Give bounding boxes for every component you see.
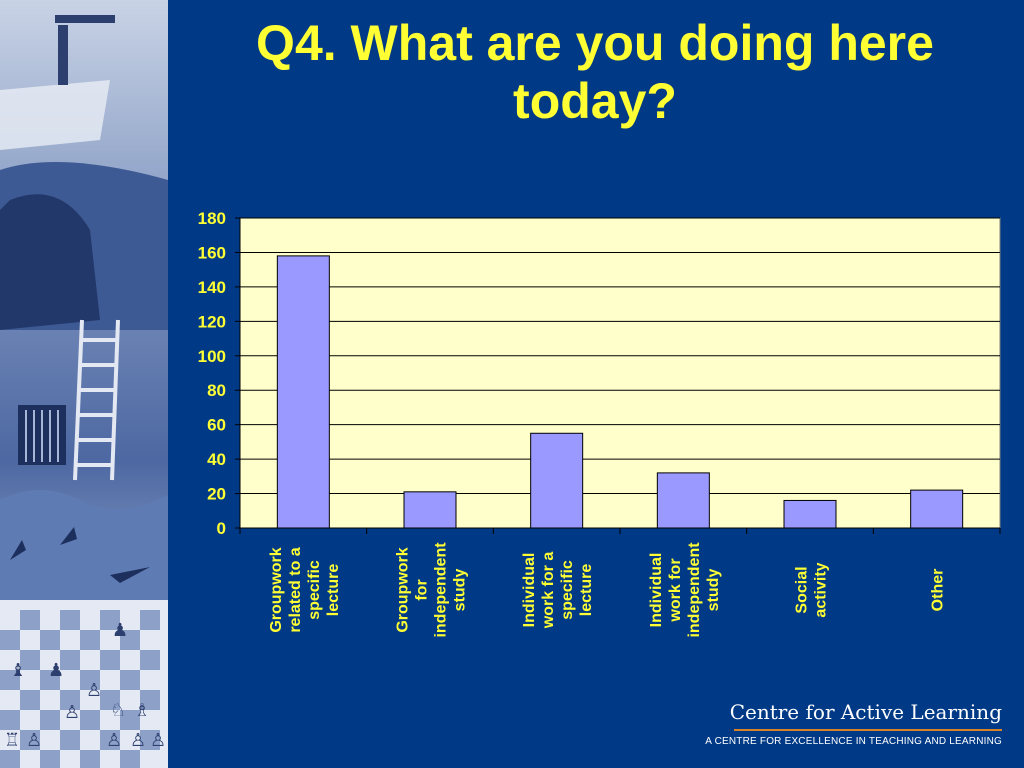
svg-text:♟: ♟ — [112, 620, 128, 641]
x-category-label-line: independent — [686, 542, 703, 638]
x-category-label: Groupwork related to a specific lecture — [268, 547, 342, 632]
svg-text:♙: ♙ — [130, 730, 146, 751]
svg-text:♙: ♙ — [106, 730, 122, 751]
x-category-label-line: Individual — [648, 553, 665, 628]
slide-title: Q4. What are you doing here today? — [175, 14, 1015, 130]
bar — [910, 489, 964, 529]
x-category-label-line: independent — [433, 542, 450, 638]
x-category-label-line: work for — [667, 558, 684, 622]
x-category-label: Individual work for independent study — [648, 542, 722, 638]
y-tick-label: 180 — [198, 209, 226, 228]
y-tick-label: 40 — [207, 450, 226, 469]
x-category-label-line: study — [452, 569, 469, 612]
x-category-label: Individual work for a specific lecture — [521, 552, 595, 630]
bar — [530, 432, 584, 529]
sidebar-artwork: ♟♝ ♟ ♙♘ ♗ ♙♖ ♙ ♙ ♙ ♙ — [0, 15, 168, 768]
brand-block: Centre for Active Learning A CENTRE FOR … — [705, 700, 1002, 747]
svg-text:♝: ♝ — [10, 660, 26, 681]
x-category-label: Groupwork for independent study — [395, 542, 469, 638]
decorative-sidebar-illustration: ♟ ♝ ♟ ♙ ♘ ♗ ♙ ♖ ♙ ♙ ♙ ♙ — [0, 0, 168, 768]
x-category-label-line: related to a — [287, 547, 304, 632]
x-category-label-line: for — [414, 579, 431, 600]
bar — [783, 499, 837, 529]
plot-area — [239, 217, 1001, 529]
x-category-label-line: study — [705, 569, 722, 612]
slide-title-line-2: today? — [513, 73, 677, 129]
y-tick-label: 60 — [207, 416, 226, 435]
svg-text:♘: ♘ — [110, 700, 126, 721]
y-tick-label: 160 — [198, 243, 226, 262]
svg-text:♙: ♙ — [150, 730, 166, 751]
x-category-label-line: lecture — [578, 564, 595, 617]
x-category-label-line: Social — [794, 566, 811, 613]
svg-text:♖: ♖ — [4, 730, 20, 751]
x-category-label-line: specific — [559, 560, 576, 620]
x-category-label-line: activity — [813, 562, 830, 617]
svg-text:♙: ♙ — [64, 702, 80, 723]
brand-name: Centre for Active Learning — [729, 700, 1002, 724]
x-category-label-line: Groupwork — [395, 547, 412, 632]
y-tick-label: 120 — [198, 312, 226, 331]
bar — [656, 472, 710, 529]
x-category-label: Social activity — [794, 562, 830, 617]
x-category-label-line: work for a — [540, 552, 557, 630]
brand-tagline: A CENTRE FOR EXCELLENCE IN TEACHING AND … — [705, 736, 1002, 747]
brand-divider — [734, 729, 1002, 731]
bar — [403, 491, 457, 529]
y-tick-label: 20 — [207, 485, 226, 504]
y-tick-label: 100 — [198, 347, 226, 366]
svg-text:♟: ♟ — [48, 660, 64, 681]
bar — [276, 255, 330, 529]
svg-text:♗: ♗ — [134, 700, 150, 721]
svg-text:♙: ♙ — [86, 680, 102, 701]
slide-title-line-1: Q4. What are you doing here — [256, 15, 934, 71]
x-category-label-line: lecture — [325, 564, 342, 617]
x-category-label-line: Individual — [521, 553, 538, 628]
x-category-label-line: Other — [930, 569, 947, 612]
x-category-label-line: specific — [306, 560, 323, 620]
y-tick-label: 140 — [198, 278, 226, 297]
y-tick-label: 0 — [217, 519, 226, 538]
x-category-label-line: Groupwork — [268, 547, 285, 632]
svg-text:♙: ♙ — [26, 730, 42, 751]
x-category-label: Other — [930, 569, 947, 612]
y-tick-label: 80 — [207, 381, 226, 400]
